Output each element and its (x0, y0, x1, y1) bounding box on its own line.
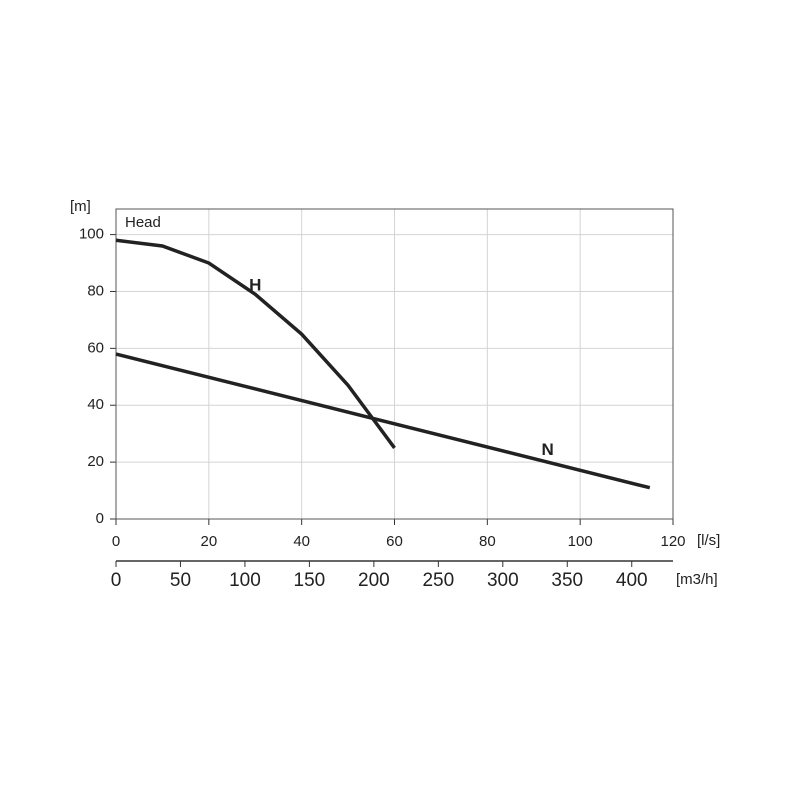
x2-tick-label: 150 (294, 570, 326, 591)
x2-axis-label: [m3/h] (676, 571, 718, 588)
x2-tick-label: 100 (229, 570, 261, 591)
x-tick-label: 80 (479, 533, 496, 550)
y-tick-label: 60 (87, 339, 104, 356)
x2-tick-label: 200 (358, 570, 390, 591)
x-tick-label: 20 (200, 533, 217, 550)
y-tick-label: 40 (87, 396, 104, 413)
y-axis-label: [m] (70, 198, 91, 215)
x-axis-label: [l/s] (697, 532, 720, 549)
series-label: H (249, 275, 261, 294)
series-line (115, 238, 396, 449)
plot-frame (115, 208, 674, 520)
y-tick-label: 20 (87, 453, 104, 470)
x-tick-label: 0 (112, 533, 120, 550)
y-tick-label: 100 (79, 226, 104, 243)
x-tick-label: 120 (660, 533, 685, 550)
x2-tick-label: 250 (422, 570, 454, 591)
x2-tick-label: 350 (551, 570, 583, 591)
series-line (115, 352, 651, 490)
x2-tick-label: 50 (170, 570, 191, 591)
y-tick-label: 0 (96, 510, 104, 527)
x2-tick-label: 0 (111, 570, 122, 591)
x-tick-label: 100 (568, 533, 593, 550)
chart-title: Head (125, 214, 161, 231)
x-tick-label: 60 (386, 533, 403, 550)
x2-tick-label: 300 (487, 570, 519, 591)
x-tick-label: 40 (293, 533, 310, 550)
x2-tick-label: 400 (616, 570, 648, 591)
y-tick-label: 80 (87, 282, 104, 299)
series-label: N (542, 440, 554, 459)
